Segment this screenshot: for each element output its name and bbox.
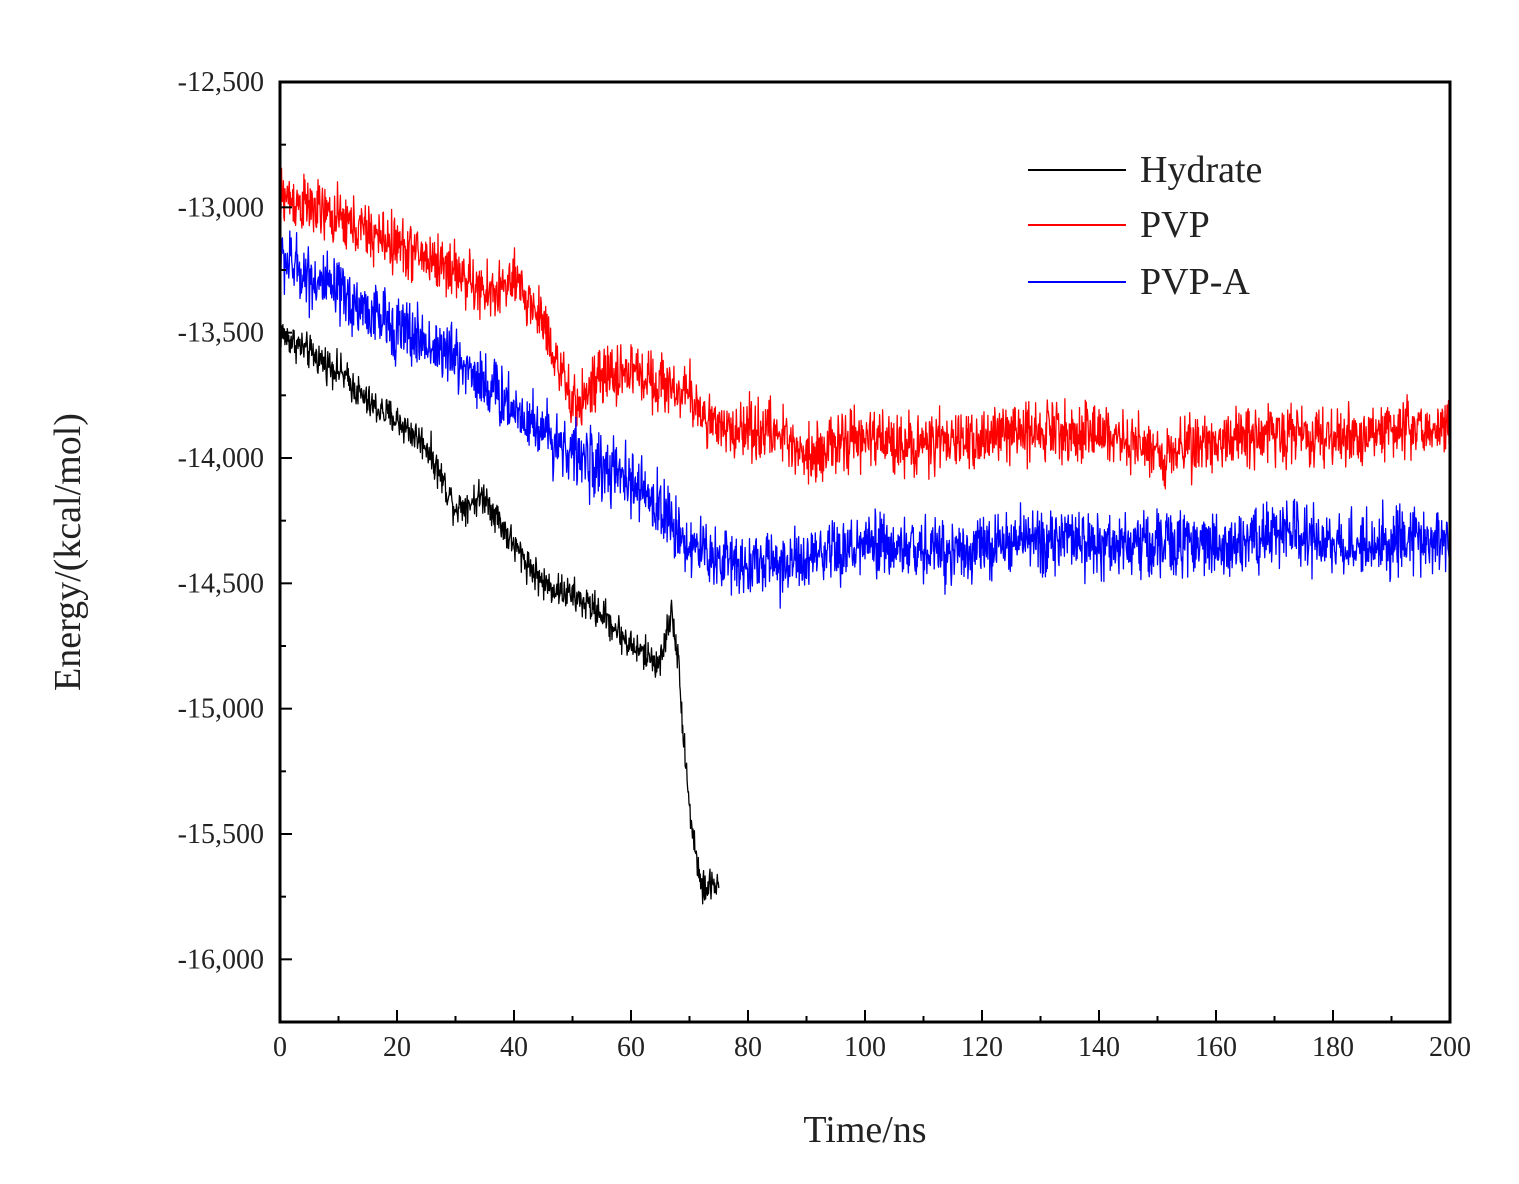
y-tick-label: -16,000 [178, 944, 264, 975]
x-tick-label: 20 [383, 1032, 411, 1063]
y-axis: -12,500 -13,000 -13,500 -14,000 -14,500 -15,0… [178, 67, 292, 1023]
x-tick-label: 140 [1078, 1032, 1120, 1063]
legend-label-hydrate: Hydrate [1140, 149, 1262, 191]
x-tick-label: 160 [1195, 1032, 1237, 1063]
series-line-pvp-a [280, 230, 1450, 609]
y-tick-label: -14,000 [178, 443, 264, 474]
y-tick-label: -13,500 [178, 318, 264, 349]
x-tick-label: 200 [1429, 1032, 1471, 1063]
x-tick-label: 180 [1312, 1032, 1354, 1063]
series-line-hydrate [280, 323, 720, 905]
x-tick-label: 60 [617, 1032, 645, 1063]
y-tick-label: -12,500 [178, 67, 264, 98]
y-tick-label: -15,000 [178, 694, 264, 725]
x-tick-label: 40 [500, 1032, 528, 1063]
x-tick-label: 80 [734, 1032, 762, 1063]
series-layer [280, 167, 1450, 905]
legend: Hydrate PVP PVP-A [1028, 149, 1262, 303]
series-line-pvp [280, 167, 1450, 490]
y-axis-title: Energy/(kcal/mol) [47, 413, 89, 691]
x-tick-label: 0 [273, 1032, 287, 1063]
x-tick-label: 100 [844, 1032, 886, 1063]
y-tick-label: -15,500 [178, 819, 264, 850]
x-axis: 0 20 40 60 80 100 120 140 160 180 200 [273, 1010, 1471, 1063]
x-tick-label: 120 [961, 1032, 1003, 1063]
y-tick-label: -13,000 [178, 192, 264, 223]
legend-label-pvp: PVP [1140, 204, 1210, 246]
legend-label-pvp-a: PVP-A [1140, 261, 1250, 303]
y-tick-label: -14,500 [178, 568, 264, 599]
x-axis-title: Time/ns [803, 1109, 926, 1151]
